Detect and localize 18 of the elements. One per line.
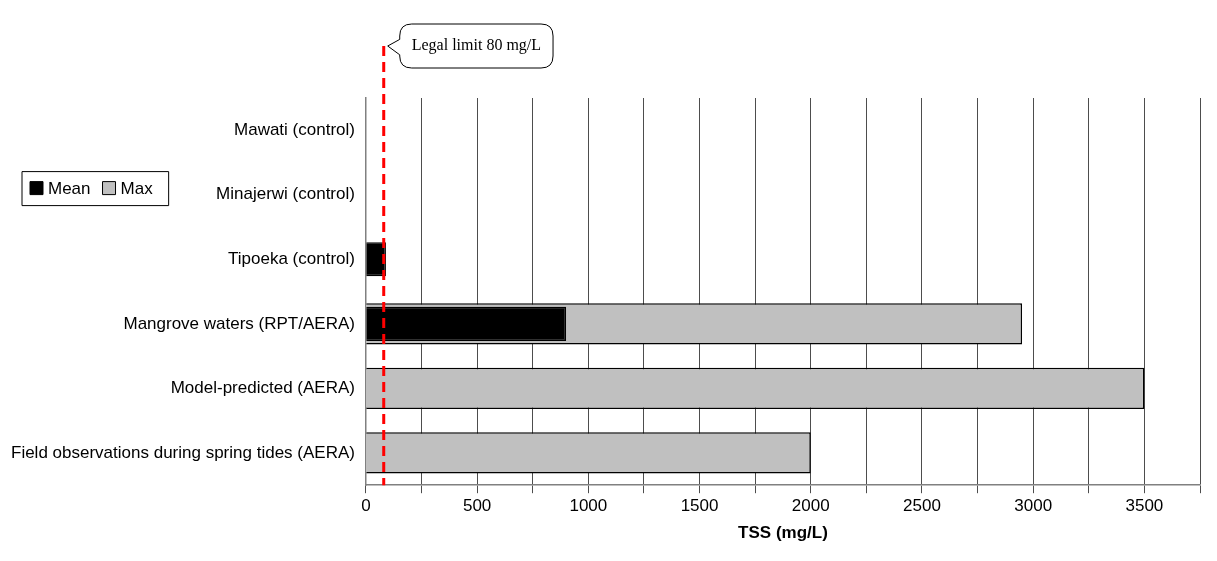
x-tick-label: 1000 [569,496,608,516]
y-tick-label: Model-predicted (AERA) [170,378,355,398]
y-tick-label: Field observations during spring tides (AERA) [11,442,355,462]
y-tick-label: Mangrove waters (RPT/AERA) [123,313,355,333]
y-tick-label: Minajerwi (control) [216,184,355,204]
x-tick-label: 3000 [1014,496,1053,516]
x-tick-label: 1500 [680,496,719,516]
legend-label: Mean [48,179,91,199]
x-tick-label: 2500 [903,496,941,516]
legend-label: Max [120,179,154,199]
x-tick-label: 0 [361,496,371,516]
ref-line-label: Legal limit 80 mg/L [411,36,542,55]
y-tick-label: Mawati (control) [234,119,355,139]
x-tick-label: 3500 [1125,496,1164,516]
x-tick-label: 2000 [791,496,830,516]
x-tick-label: 500 [462,496,492,516]
x-axis-title: TSS (mg/L) [738,523,828,543]
y-tick-label: Tipoeka (control) [228,249,355,269]
